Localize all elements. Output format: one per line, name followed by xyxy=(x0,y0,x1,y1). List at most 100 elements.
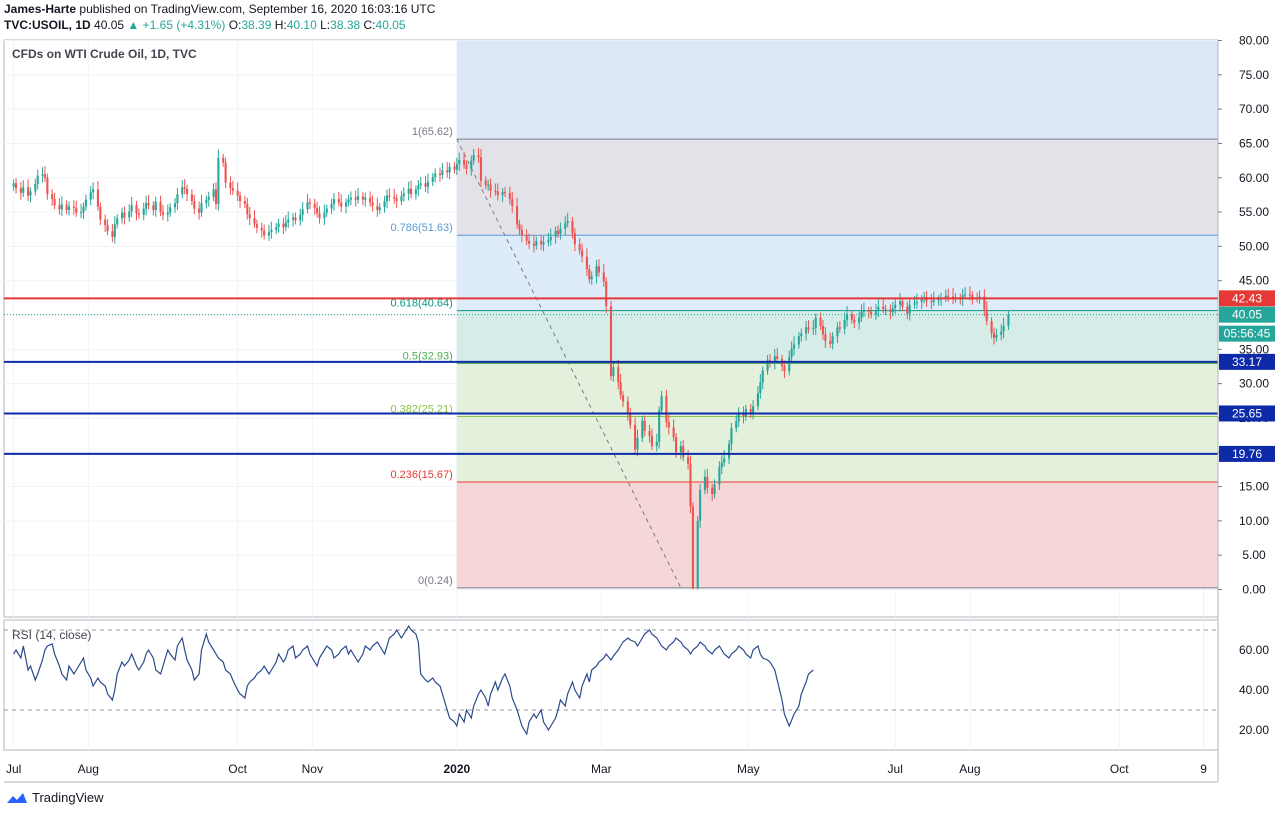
rsi-pane-frame xyxy=(3,619,1219,751)
author-name[interactable]: James-Harte xyxy=(4,2,77,16)
candle-body xyxy=(535,240,538,246)
candle-body xyxy=(19,188,22,193)
main-price-pane: 1(65.62) 0.786(51.63) 0.618(40.64) 0.5(32.9… xyxy=(3,39,1219,618)
price-tick-label: 80.00 xyxy=(1239,34,1269,48)
fib-zone xyxy=(456,416,1218,482)
candle-body xyxy=(706,476,709,488)
candle-body xyxy=(528,240,531,244)
candle-body xyxy=(12,183,15,187)
key-level-badge-label: 42.43 xyxy=(1232,291,1262,305)
candle-body xyxy=(503,192,507,194)
candle-body xyxy=(313,203,316,208)
candle-body xyxy=(463,159,466,165)
candle-body xyxy=(937,299,940,301)
candle-body xyxy=(720,462,723,468)
candle-body xyxy=(990,321,993,333)
candle-body xyxy=(932,299,935,302)
symbol-header: TVC:USOIL, 1D 40.05 ▲ +1.65 (+4.31%) O:3… xyxy=(4,18,406,32)
candle-body xyxy=(222,157,225,163)
candle-body xyxy=(41,174,44,176)
candle-body xyxy=(713,484,716,495)
candle-body xyxy=(154,201,157,211)
candle-body xyxy=(130,205,133,212)
candle-body xyxy=(773,356,776,363)
candle-body xyxy=(605,281,608,307)
fib-zone xyxy=(456,363,1218,417)
candle-body xyxy=(229,182,232,189)
symbol-name[interactable]: TVC:USOIL, 1D xyxy=(4,18,91,32)
candle-body xyxy=(344,202,348,207)
close-label: C: xyxy=(363,18,376,32)
candle-body xyxy=(609,306,613,377)
candle-body xyxy=(672,427,675,438)
candle-body xyxy=(120,212,124,219)
candle-body xyxy=(340,202,343,207)
brand-name: TradingView xyxy=(32,790,104,805)
candle-body xyxy=(183,187,186,189)
candle-body xyxy=(542,242,545,245)
candle-body xyxy=(899,301,902,305)
candle-body xyxy=(578,244,581,251)
candle-body xyxy=(458,159,461,165)
candle-body xyxy=(643,420,646,431)
candle-body xyxy=(477,155,480,158)
candle-body xyxy=(920,299,923,302)
footer-brand[interactable]: TradingView xyxy=(6,790,104,805)
candle-body xyxy=(472,155,475,161)
candle-body xyxy=(906,306,909,314)
price-tick-label: 55.00 xyxy=(1239,205,1269,219)
tradingview-logo-icon xyxy=(7,792,27,803)
candle-body xyxy=(636,437,639,450)
price-tick-label: 45.00 xyxy=(1239,274,1269,288)
candle-body xyxy=(448,166,451,173)
candle-body xyxy=(173,203,177,208)
candle-body xyxy=(58,205,61,210)
candle-body xyxy=(29,191,32,196)
candle-body xyxy=(602,272,605,282)
candle-body xyxy=(860,311,863,318)
low-value: 38.38 xyxy=(330,18,361,32)
candle-body xyxy=(316,207,319,214)
candle-body xyxy=(901,301,904,307)
candle-body xyxy=(453,166,456,170)
candle-body xyxy=(255,223,258,228)
candle-body xyxy=(142,208,145,215)
price-tick-label: 30.00 xyxy=(1239,377,1269,391)
open-label: O: xyxy=(228,18,242,32)
candle-body xyxy=(511,199,514,206)
candle-body xyxy=(819,317,822,326)
candle-body xyxy=(364,197,367,200)
candle-body xyxy=(508,192,511,200)
candle-body xyxy=(111,231,114,237)
candle-body xyxy=(913,303,916,305)
candle-body xyxy=(248,214,251,219)
candle-body xyxy=(964,294,967,296)
high-value: 40.10 xyxy=(286,18,317,32)
candle-body xyxy=(846,314,849,320)
low-label: L: xyxy=(320,18,331,32)
candle-body xyxy=(595,266,598,277)
candle-body xyxy=(407,188,410,194)
candle-body xyxy=(951,296,955,298)
countdown-label: 05:56:45 xyxy=(1224,327,1271,341)
candle-body xyxy=(294,217,297,221)
rsi-series-line xyxy=(13,624,814,736)
candle-body xyxy=(72,206,75,208)
candle-body xyxy=(520,229,523,236)
candle-body xyxy=(217,157,220,204)
candle-body xyxy=(995,334,998,338)
candle-body xyxy=(858,317,861,323)
candle-body xyxy=(239,195,242,202)
candle-body xyxy=(426,181,429,187)
candle-body xyxy=(424,183,427,187)
candle-body xyxy=(287,219,290,223)
candle-body xyxy=(968,294,971,296)
candle-body xyxy=(176,194,179,204)
axes: 0.005.0010.0015.0020.0025.0030.0035.0040… xyxy=(4,34,1275,783)
candle-body xyxy=(205,199,208,204)
candle-body xyxy=(301,209,304,215)
time-tick-label: Jul xyxy=(6,762,21,776)
candle-body xyxy=(691,506,694,588)
candle-body xyxy=(376,205,379,211)
